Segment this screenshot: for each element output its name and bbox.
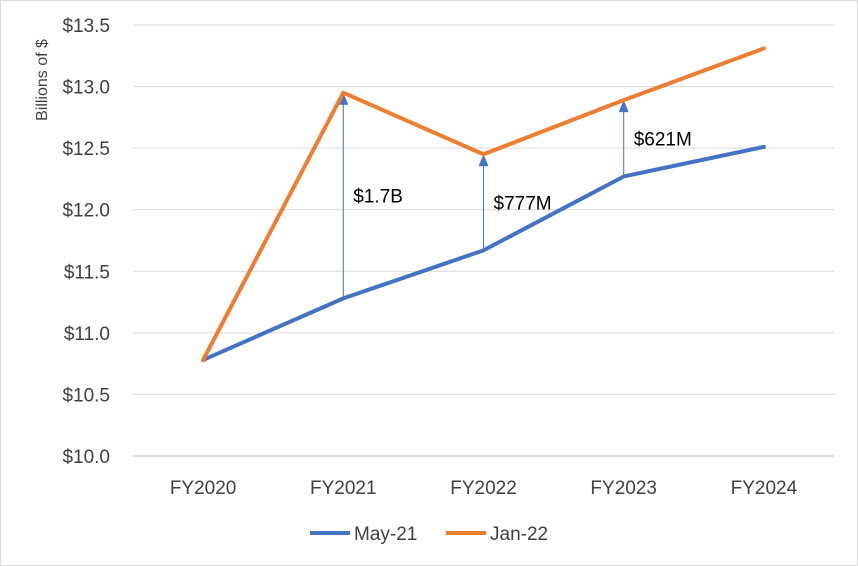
y-tick-label: $13.5 (62, 16, 110, 37)
series-line-jan-22 (201, 46, 766, 362)
y-tick-label: $11.5 (64, 262, 110, 283)
x-tick-label: FY2020 (170, 478, 237, 499)
x-tick-label: FY2022 (450, 478, 517, 499)
y-axis-label: Billions of $ (34, 39, 51, 121)
annotation-label: $1.7B (353, 187, 403, 208)
x-tick-label: FY2021 (310, 478, 377, 499)
annotation-arrow-head (478, 154, 489, 167)
x-tick-label: FY2024 (731, 478, 798, 499)
x-tick-label: FY2023 (590, 478, 657, 499)
y-tick-label: $12.5 (62, 139, 110, 160)
legend-label: Jan-22 (490, 524, 548, 545)
legend-label: May-21 (354, 524, 417, 545)
y-axis-ticks: $10.0 $10.5 $11.0 $11.5 $12.0 $12.5 $13.0 $13.5 (62, 16, 110, 468)
series-line-may-21 (201, 144, 766, 362)
y-tick-label: $12.0 (62, 201, 110, 222)
annotation-label: $777M (494, 193, 552, 214)
annotation-label: $621M (634, 129, 692, 150)
y-tick-label: $10.0 (62, 447, 110, 468)
y-tick-label: $13.0 (62, 78, 110, 99)
annotation-arrow-head (618, 100, 629, 113)
y-tick-label: $11.0 (64, 324, 110, 345)
annotations: $1.7B $777M $621M (338, 92, 692, 299)
x-axis-ticks: FY2020 FY2021 FY2022 FY2023 FY2024 (170, 478, 798, 499)
legend: May-21 Jan-22 (310, 524, 548, 545)
y-tick-label: $10.5 (62, 385, 110, 406)
series-lines (201, 46, 766, 362)
